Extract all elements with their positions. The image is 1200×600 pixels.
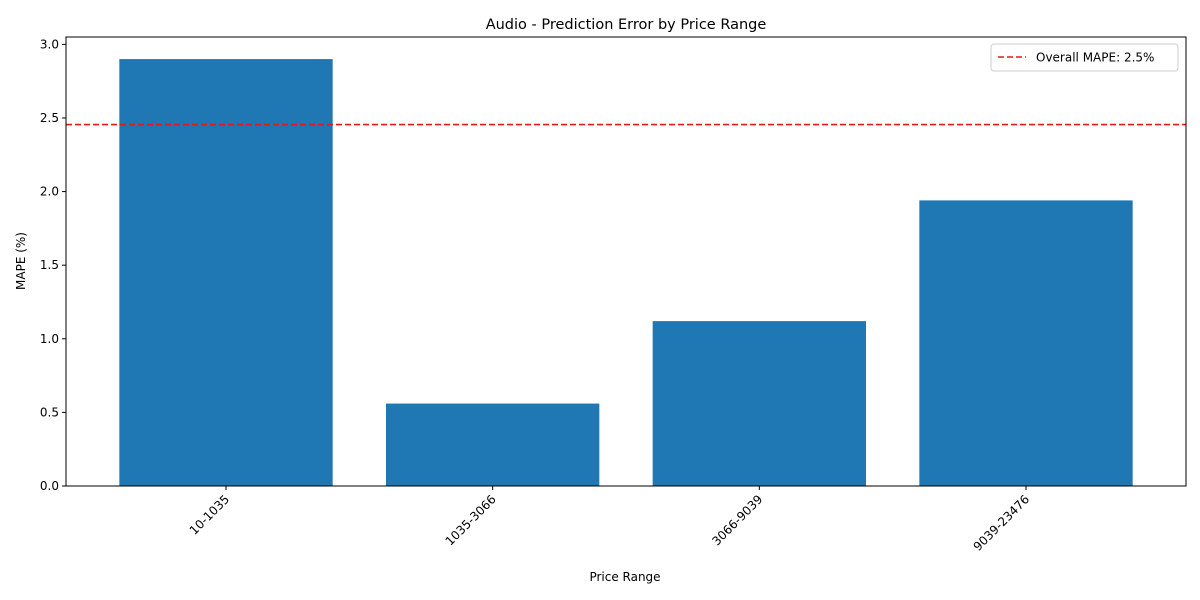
bars-group — [119, 59, 1133, 486]
y-tick-label: 1.0 — [40, 332, 59, 346]
axes-frame — [65, 36, 1187, 487]
legend-box — [990, 43, 1179, 72]
bar-10-1035 — [119, 59, 333, 486]
bar-1035-3066 — [386, 403, 600, 486]
legend-label: Overall MAPE: 2.5% — [1036, 51, 1154, 65]
bar-9039-23476 — [919, 200, 1133, 486]
bar-3066-9039 — [652, 321, 866, 486]
y-tick-label: 0.0 — [40, 479, 59, 493]
y-tick-label: 2.0 — [40, 185, 59, 199]
chart-title: Audio - Prediction Error by Price Range — [486, 17, 767, 33]
y-axis: 0.0 0.5 1.0 1.5 2.0 2.5 3.0 — [40, 37, 66, 493]
y-tick-label: 0.5 — [40, 405, 59, 419]
y-tick-label: 2.5 — [40, 111, 59, 125]
y-tick-label: 3.0 — [40, 37, 59, 51]
legend: Overall MAPE: 2.5% — [990, 43, 1179, 72]
y-tick-label: 1.5 — [40, 258, 59, 272]
plot-area: 0.00.51.01.52.02.53.0 10-1035 1035-3066 30… — [40, 36, 1187, 554]
y-axis-label: MAPE (%) — [14, 232, 28, 290]
x-axis-label: Price Range — [589, 570, 660, 584]
